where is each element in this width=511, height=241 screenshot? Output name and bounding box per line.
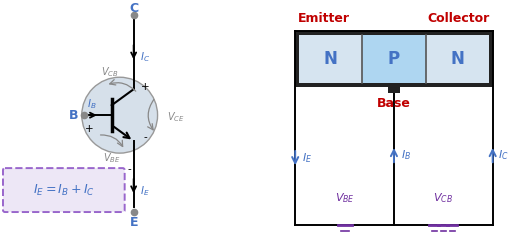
Text: $V_{CB}$: $V_{CB}$ bbox=[101, 65, 119, 79]
Text: $I_C$: $I_C$ bbox=[498, 148, 508, 162]
Text: $I_E$: $I_E$ bbox=[302, 151, 312, 165]
Bar bbox=[362, 35, 426, 83]
Text: $I_B$: $I_B$ bbox=[87, 97, 97, 111]
Text: -: - bbox=[128, 164, 131, 174]
Text: $I_E = I_B + I_C$: $I_E = I_B + I_C$ bbox=[33, 182, 95, 198]
Circle shape bbox=[82, 77, 157, 153]
FancyBboxPatch shape bbox=[3, 168, 125, 212]
Bar bbox=[295, 31, 493, 87]
Text: $V_{BE}$: $V_{BE}$ bbox=[103, 151, 121, 165]
Text: N: N bbox=[450, 50, 464, 68]
Text: $I_E$: $I_E$ bbox=[140, 184, 149, 198]
Text: Base: Base bbox=[377, 97, 411, 110]
Text: $V_{BE}$: $V_{BE}$ bbox=[335, 191, 355, 205]
Text: C: C bbox=[129, 2, 138, 15]
Text: $I_C$: $I_C$ bbox=[140, 50, 150, 64]
Text: $V_{CB}$: $V_{CB}$ bbox=[433, 191, 453, 205]
Text: P: P bbox=[388, 50, 400, 68]
Text: B: B bbox=[69, 109, 79, 122]
Text: E: E bbox=[129, 215, 138, 228]
Text: +: + bbox=[142, 82, 150, 92]
Text: +: + bbox=[85, 124, 94, 134]
Text: $V_{CE}$: $V_{CE}$ bbox=[167, 110, 184, 124]
Text: -: - bbox=[144, 132, 148, 142]
Text: $I_B$: $I_B$ bbox=[401, 148, 411, 162]
Bar bbox=[388, 83, 400, 93]
Bar bbox=[426, 35, 489, 83]
Text: N: N bbox=[324, 50, 338, 68]
Text: Collector: Collector bbox=[428, 12, 490, 25]
Bar bbox=[299, 35, 362, 83]
Text: Emitter: Emitter bbox=[298, 12, 350, 25]
